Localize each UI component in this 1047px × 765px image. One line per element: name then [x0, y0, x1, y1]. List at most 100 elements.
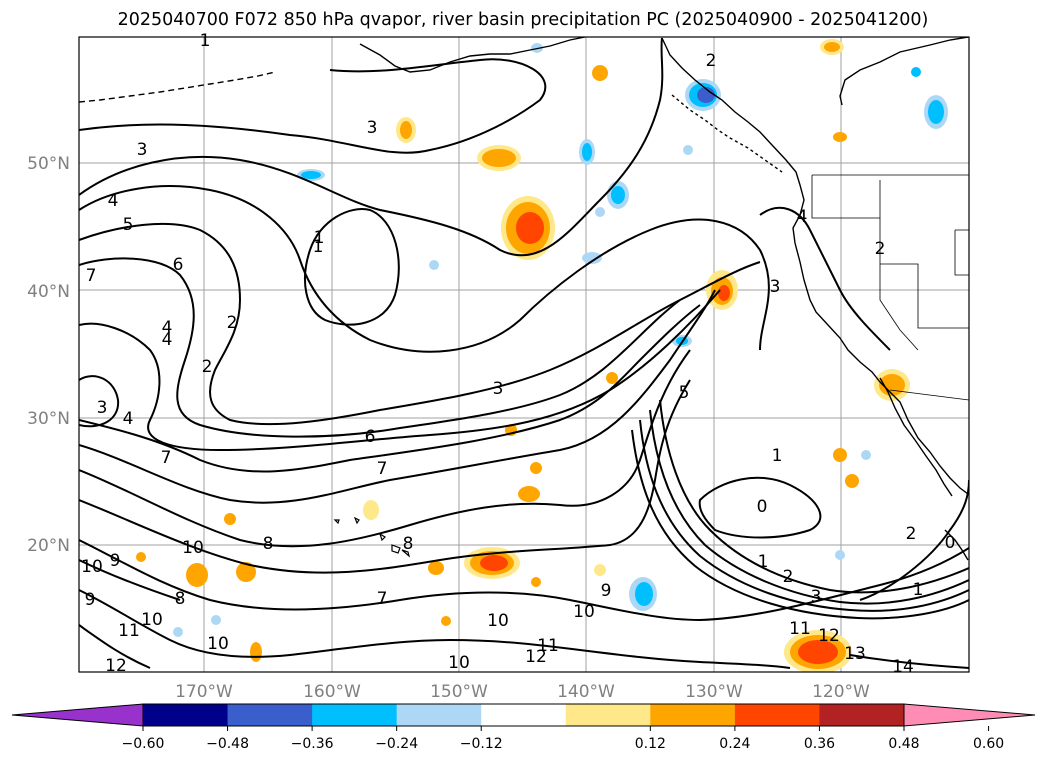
contour-label: 7 [377, 589, 388, 609]
precip-positive-patch [250, 642, 262, 662]
colorbar-tick-label: −0.48 [206, 736, 249, 752]
contour-label: 9 [110, 551, 121, 571]
contour-label: 0 [945, 533, 956, 553]
lat-label: 50°N [27, 154, 70, 174]
lon-label: 170°W [175, 682, 233, 702]
qvapor-contours [79, 37, 969, 669]
contour-label: 10 [487, 611, 509, 631]
contour-label: 0 [757, 497, 768, 517]
precip-negative-patch [611, 186, 625, 204]
contour-line [649, 409, 969, 605]
contour-line [79, 375, 120, 428]
contour-label: 13 [844, 644, 866, 664]
contour-label: 1 [314, 228, 325, 248]
contour-line [79, 349, 691, 548]
precip-positive-patch [606, 372, 618, 384]
contour-label: 4 [162, 330, 173, 350]
contour-label: 3 [97, 398, 108, 418]
contour-line [79, 304, 701, 473]
contour-label: 10 [81, 557, 103, 577]
precip-positive-patch [594, 564, 606, 576]
colorbar-tick-label: −0.12 [460, 736, 503, 752]
precip-positive-patch [592, 65, 608, 81]
precip-positive-patch [480, 555, 508, 571]
precip-negative-patch [211, 615, 221, 625]
contour-label: 1 [313, 237, 324, 257]
contour-label: 1 [200, 31, 211, 51]
contour-label: 10 [448, 653, 470, 673]
precip-positive-patch [798, 640, 838, 664]
precip-negative-patch [582, 252, 602, 264]
coastline-alaska [359, 37, 586, 73]
colorbar-extend-max [903, 703, 1036, 727]
contour-label: 1 [772, 446, 783, 466]
coastline-islands [671, 94, 783, 173]
precip-positive-patch [482, 149, 516, 167]
contour-line [79, 185, 770, 353]
contour-label: 9 [601, 581, 612, 601]
colorbar-tick-label: 0.12 [635, 736, 666, 752]
colorbar-segment [650, 704, 736, 726]
contour-label: 12 [818, 626, 840, 646]
contour-label: 1 [913, 580, 924, 600]
coastline-west-coast [661, 37, 969, 495]
contour-line [698, 476, 822, 539]
precip-negative-patch [861, 450, 871, 460]
lon-label: 140°W [557, 682, 615, 702]
colorbar-segment [565, 704, 651, 726]
precip-negative-patch [635, 582, 653, 606]
precip-positive-patch [531, 577, 541, 587]
colorbar-extend-min [11, 703, 144, 727]
contour-label: 12 [105, 656, 127, 676]
precip-positive-patch [136, 552, 146, 562]
precip-positive-patch [186, 563, 208, 587]
contour-label: 4 [123, 409, 134, 429]
precip-negative-patch [697, 87, 715, 103]
contour-line [79, 539, 969, 622]
contour-line [849, 654, 969, 669]
figure-title: 2025040700 F072 850 hPa qvapor, river ba… [118, 10, 929, 30]
contour-label: 11 [118, 621, 140, 641]
colorbar-tick-label: 0.36 [804, 736, 835, 752]
colorbar-tick-label: −0.60 [122, 736, 165, 752]
contour-label: 10 [141, 610, 163, 630]
precip-positive-patch [530, 462, 542, 474]
contour-label: 2 [783, 567, 794, 587]
coastline-canada [839, 37, 969, 106]
colorbar-tick-label: 0.24 [719, 736, 750, 752]
contour-label: 7 [86, 266, 97, 286]
lon-label: 150°W [430, 682, 488, 702]
contour-label: 1 [758, 552, 769, 572]
contour-line [759, 206, 891, 351]
precip-positive-patch [824, 42, 840, 52]
precip-positive-patch [516, 212, 544, 244]
contour-line [659, 399, 969, 594]
border-states [954, 229, 969, 276]
lat-label: 20°N [27, 536, 70, 556]
precip-negative-patch [301, 171, 321, 179]
contour-label: 2 [227, 313, 238, 333]
contour-line [79, 37, 664, 257]
map-background [79, 37, 969, 672]
precip-negative-patch [595, 207, 605, 217]
coastline-baja [879, 377, 953, 497]
precip-negative-patch [582, 143, 592, 161]
contour-label: 14 [892, 657, 914, 677]
contour-label: 5 [679, 383, 690, 403]
contour-label: 11 [537, 636, 559, 656]
border-states [879, 180, 919, 351]
coastline-aleutians [79, 71, 276, 103]
contour-line [304, 208, 400, 326]
lon-label: 120°W [812, 682, 870, 702]
precip-positive-patch [833, 132, 847, 142]
precip-negative-patch [911, 67, 921, 77]
contour-label: 11 [789, 619, 811, 639]
contour-line [639, 419, 969, 612]
precip-negative-patch [683, 145, 693, 155]
contour-label: 12 [525, 647, 547, 667]
map-frame [78, 36, 970, 673]
hawaii-outline [333, 516, 411, 558]
lon-label: 130°W [685, 682, 743, 702]
